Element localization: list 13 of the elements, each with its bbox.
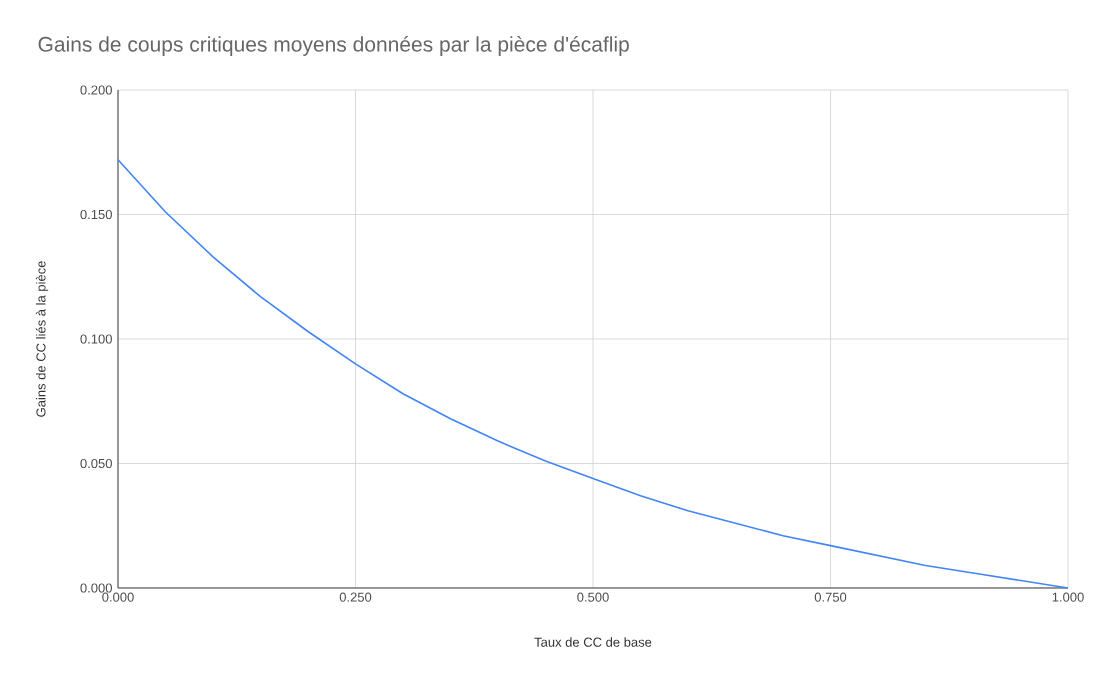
y-axis-title: Gains de CC liés à la pièce [35, 261, 49, 417]
x-tick-label: 0.250 [339, 592, 372, 602]
x-tick-label: 0.500 [577, 592, 609, 602]
x-tick-label: 0.000 [102, 592, 134, 602]
y-tick-label: 0.000 [80, 583, 112, 593]
y-tick-label: 0.100 [80, 334, 112, 344]
y-tick-label: 0.150 [80, 209, 112, 220]
y-tick-label: 0.200 [80, 85, 112, 95]
x-tick-label: 1.000 [1052, 592, 1084, 602]
x-tick-label: 0.750 [814, 592, 847, 602]
y-tick-label: 0.050 [80, 458, 112, 469]
x-axis-title: Taux de CC de base [534, 637, 652, 647]
chart-title: Gains de coups critiques moyens données par la pièce d'écaflip [38, 36, 629, 56]
